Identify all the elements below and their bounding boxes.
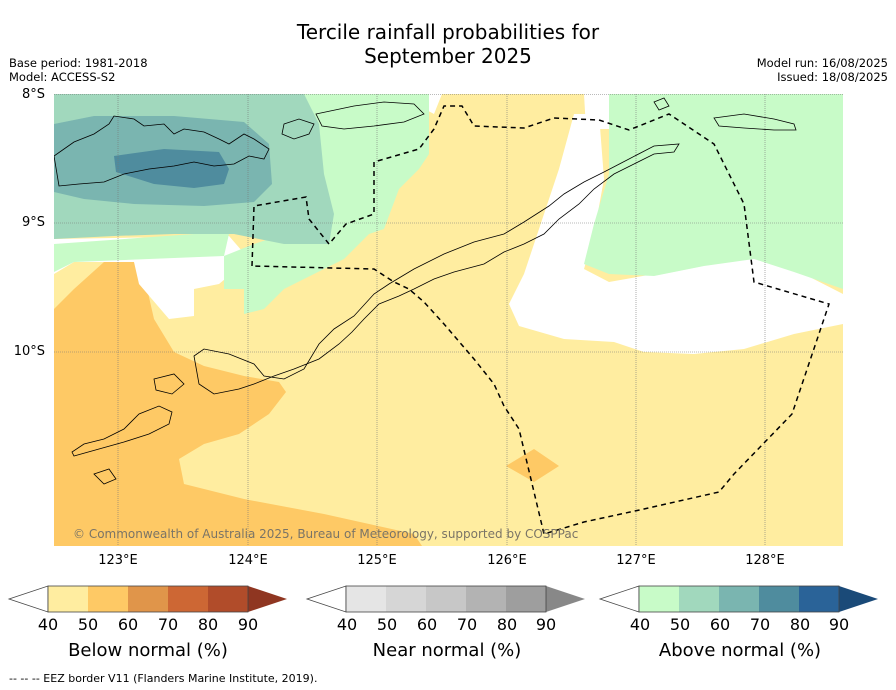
white-notch-east (584, 94, 609, 129)
cbar-above-swatch-0 (598, 585, 640, 613)
cbar-near-tick-80: 80 (496, 615, 518, 634)
colorbar-below-normal (7, 585, 289, 613)
lon-label-127e: 127°E (616, 553, 656, 568)
cbar-above-tick-90: 90 (828, 615, 850, 634)
lat-label-9s: 9°S (21, 215, 45, 230)
cbar-near-title: Near normal (%) (372, 640, 522, 661)
cbar-below-title: Below normal (%) (68, 640, 228, 661)
below-normal-60-patch (506, 449, 559, 482)
model-run-date: Model run: 16/08/2025 (756, 56, 888, 70)
lat-label-8s: 8°S (21, 87, 45, 102)
cbar-below-swatch-2 (88, 586, 128, 612)
sumba-coast (71, 405, 173, 457)
below-normal-60-region (54, 262, 422, 546)
cbar-above-swatch-5 (799, 586, 839, 612)
cbar-near-swatch-4 (466, 586, 506, 612)
wetar-coast (315, 101, 425, 130)
lon-label-128e: 128°E (745, 553, 785, 568)
above-normal-80-region (114, 149, 229, 188)
timor-coast (193, 143, 680, 395)
cbar-above-tick-40: 40 (629, 615, 651, 634)
issued-date: Issued: 18/08/2025 (777, 70, 888, 84)
copyright-notice: © Commonwealth of Australia 2025, Bureau… (73, 527, 579, 541)
map-title: Tercile rainfall probabilities for Septe… (0, 20, 896, 68)
sabu-coast (93, 468, 117, 485)
cbar-near-tick-40: 40 (336, 615, 358, 634)
colorbar-near-normal (305, 585, 587, 613)
cbar-above-swatch-4 (759, 586, 799, 612)
cbar-below-swatch-3 (128, 586, 168, 612)
cbar-near-swatch-0 (305, 585, 347, 613)
cbar-near-swatch-5 (506, 586, 546, 612)
model-run-info: Model run: 16/08/2025 Issued: 18/08/2025 (757, 56, 888, 84)
eez-footnote: -- -- -- EEZ border V11 (Flanders Marine… (9, 672, 318, 685)
eez-border (251, 105, 830, 535)
title-line-2: September 2025 (364, 44, 532, 68)
above-normal-50-west (54, 234, 229, 272)
map-gridlines (54, 94, 843, 546)
cbar-above-swatch-6 (839, 586, 878, 612)
base-period-info: Base period: 1981-2018 Model: ACCESS-S2 (9, 56, 148, 84)
model-name: Model: ACCESS-S2 (9, 70, 116, 84)
cbar-below-swatch-1 (48, 586, 88, 612)
cbar-above-swatch-1 (639, 586, 679, 612)
cbar-above-swatch-3 (719, 586, 759, 612)
lon-label-124e: 124°E (228, 553, 268, 568)
coastlines (54, 97, 797, 485)
title-line-1: Tercile rainfall probabilities for (296, 20, 600, 44)
cbar-below-tick-40: 40 (37, 615, 59, 634)
cbar-above-tick-50: 50 (669, 615, 691, 634)
cbar-below-tick-90: 90 (237, 615, 259, 634)
cbar-near-swatch-1 (346, 586, 386, 612)
lon-label-125e: 125°E (357, 553, 397, 568)
rote-coast (153, 373, 185, 395)
cbar-below-swatch-4 (168, 586, 208, 612)
cbar-below-swatch-5 (208, 586, 248, 612)
lon-label-123e: 123°E (98, 553, 138, 568)
lat-label-10s: 10°S (13, 344, 45, 359)
cbar-below-tick-80: 80 (197, 615, 219, 634)
cbar-above-tick-70: 70 (749, 615, 771, 634)
lon-label-126e: 126°E (487, 553, 527, 568)
cbar-below-swatch-6 (248, 586, 287, 612)
cbar-near-tick-50: 50 (376, 615, 398, 634)
cbar-near-swatch-3 (426, 586, 466, 612)
cbar-above-tick-80: 80 (789, 615, 811, 634)
alor-coast (281, 118, 315, 140)
cbar-above-tick-60: 60 (709, 615, 731, 634)
white-band-east (509, 114, 843, 354)
cbar-above-title: Above normal (%) (658, 640, 822, 661)
cbar-below-tick-70: 70 (157, 615, 179, 634)
cbar-below-tick-50: 50 (77, 615, 99, 634)
cbar-below-swatch-0 (7, 585, 49, 613)
base-period: Base period: 1981-2018 (9, 56, 148, 70)
north-islands-coast (653, 97, 797, 131)
cbar-near-tick-90: 90 (535, 615, 557, 634)
cbar-near-swatch-6 (546, 586, 585, 612)
cbar-near-tick-70: 70 (456, 615, 478, 634)
cbar-above-swatch-2 (679, 586, 719, 612)
flores-coast (54, 115, 270, 187)
probability-map (54, 94, 843, 546)
cbar-near-swatch-2 (386, 586, 426, 612)
above-normal-50-east (584, 94, 843, 289)
cbar-below-tick-60: 60 (117, 615, 139, 634)
cbar-near-tick-60: 60 (416, 615, 438, 634)
colorbar-above-normal (598, 585, 880, 613)
